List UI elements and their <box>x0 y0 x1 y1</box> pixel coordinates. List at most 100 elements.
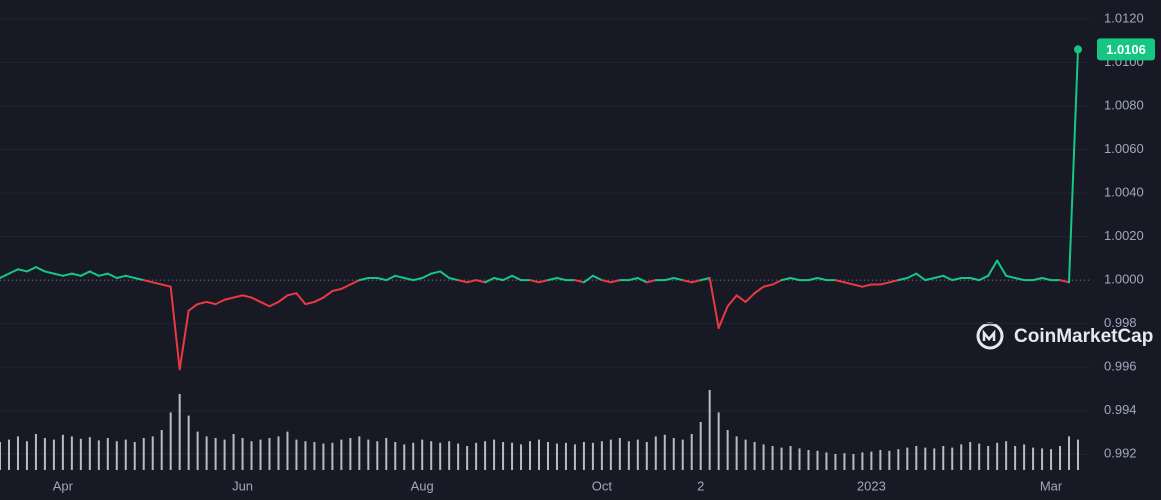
volume-bar <box>1050 449 1053 470</box>
volume-bar <box>232 434 235 470</box>
price-line-segment <box>169 285 181 371</box>
price-line-segment <box>717 305 729 330</box>
price-line-segment <box>879 281 891 286</box>
price-line-segment <box>439 270 451 279</box>
price-line-segment <box>25 266 37 273</box>
volume-bar <box>915 446 918 470</box>
price-line-segment <box>151 281 163 286</box>
price-line-segment <box>726 294 738 308</box>
price-line-segment <box>349 279 361 286</box>
volume-bar <box>969 442 972 470</box>
price-line-segment <box>861 283 873 288</box>
volume-bar <box>358 436 361 470</box>
last-point <box>1074 45 1082 54</box>
price-line-segment <box>259 300 271 308</box>
volume-bar <box>600 441 603 470</box>
volume-bar <box>34 434 37 470</box>
price-line-segment <box>771 279 783 286</box>
volume-bar <box>627 441 630 470</box>
price-line-segment <box>421 272 433 279</box>
volume-bar <box>178 394 181 470</box>
volume-bar <box>52 439 55 470</box>
volume-bar <box>394 442 397 470</box>
price-line-segment <box>996 259 1008 277</box>
volume-bar <box>681 439 684 470</box>
volume-bar <box>987 446 990 470</box>
y-tick-label: 1.0080 <box>1104 97 1144 112</box>
x-tick-label: Oct <box>592 478 613 493</box>
volume-bar <box>546 442 549 470</box>
x-tick-label: Mar <box>1040 478 1063 493</box>
volume-bar <box>573 444 576 470</box>
price-line-segment <box>277 294 289 303</box>
price-line-segment <box>385 274 397 282</box>
price-line-segment <box>232 294 244 299</box>
y-tick-label: 0.992 <box>1104 446 1137 461</box>
price-line-segment <box>448 276 460 282</box>
price-label-box <box>1097 38 1155 61</box>
volume-bar <box>906 447 909 470</box>
price-line-segment <box>313 296 325 303</box>
volume-bar <box>1032 447 1035 470</box>
price-line-segment <box>816 276 828 282</box>
volume-bar <box>726 430 729 470</box>
volume-bar <box>88 437 91 470</box>
volume-bar <box>717 412 720 470</box>
price-line-segment <box>735 294 747 303</box>
price-line-segment <box>88 270 100 277</box>
price-line-segment <box>178 309 190 371</box>
volume-bar <box>591 442 594 470</box>
price-line-segment <box>340 283 352 290</box>
price-line-segment <box>457 279 469 284</box>
volume-bar <box>430 441 433 470</box>
volume-bar <box>502 442 505 470</box>
price-line-segment <box>475 279 487 284</box>
volume-bar <box>106 438 109 470</box>
x-tick-label: Aug <box>411 478 434 493</box>
volume-bar <box>331 442 334 470</box>
price-line-segment <box>376 276 388 282</box>
price-line-segment <box>924 276 936 282</box>
volume-bar <box>79 438 82 470</box>
price-line-segment <box>1068 48 1079 284</box>
volume-bar <box>645 442 648 470</box>
price-line-segment <box>834 279 846 284</box>
price-line-segment <box>430 270 442 275</box>
x-tick-label: 2 <box>697 478 704 493</box>
price-line-segment <box>600 279 612 284</box>
price-line-segment <box>331 287 343 293</box>
price-line-segment <box>888 279 900 284</box>
price-line-segment <box>241 294 253 299</box>
y-tick-label: 1.0060 <box>1104 141 1144 156</box>
volume-bar <box>753 442 756 470</box>
price-line-segment <box>852 283 864 288</box>
price-line-segment <box>106 272 118 279</box>
price-line-segment <box>0 272 10 279</box>
price-line-segment <box>196 300 208 306</box>
volume-bar <box>699 422 702 470</box>
price-line-segment <box>789 276 801 282</box>
price-line-segment <box>124 274 136 279</box>
volume-bar <box>124 439 127 470</box>
volume-bar <box>672 438 675 470</box>
volume-bar <box>1077 439 1079 470</box>
price-line-segment <box>97 272 109 277</box>
price-line-segment <box>160 283 172 288</box>
volume-bar <box>475 442 478 470</box>
price-line-segment <box>115 274 127 279</box>
volume-bar <box>996 442 999 470</box>
volume-bar <box>960 444 963 470</box>
y-tick-label: 1.0040 <box>1104 185 1144 200</box>
price-line-segment <box>142 279 154 284</box>
price-line-segment <box>636 276 648 284</box>
price-line-segment <box>978 274 990 282</box>
x-tick-label: Apr <box>53 478 74 493</box>
price-line-segment <box>843 281 855 286</box>
price-line-segment <box>744 292 756 303</box>
price-line-segment <box>529 279 540 284</box>
price-line-segment <box>1014 276 1026 282</box>
price-line-segment <box>1059 279 1071 284</box>
volume-bar <box>789 446 792 470</box>
volume-bar <box>205 436 208 470</box>
price-line-segment <box>609 279 621 284</box>
